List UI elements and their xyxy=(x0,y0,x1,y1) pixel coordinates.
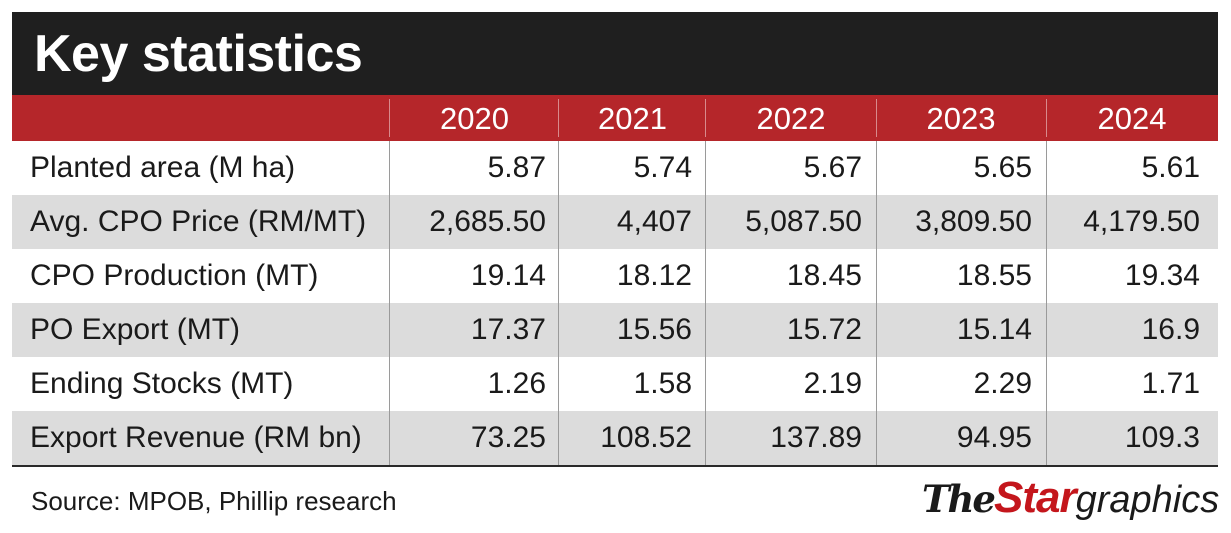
bottom-rule xyxy=(12,465,1218,467)
header-column-divider xyxy=(389,99,390,137)
data-cell: 15.72 xyxy=(786,313,862,346)
table-row: PO Export (MT) 17.37 15.56 15.72 15.14 16.9 xyxy=(12,303,1218,357)
row-label: CPO Production (MT) xyxy=(30,259,319,292)
logo-graphics: graphics xyxy=(1075,479,1220,521)
column-divider xyxy=(558,141,559,465)
header-column-divider xyxy=(876,99,877,137)
column-header-2021: 2021 xyxy=(598,101,667,136)
data-cell: 1.58 xyxy=(633,367,692,400)
data-cell: 1.26 xyxy=(487,367,546,400)
data-cell: 5.87 xyxy=(487,151,546,184)
data-cell: 109.3 xyxy=(1124,421,1200,454)
row-label: Ending Stocks (MT) xyxy=(30,367,294,400)
data-cell: 5.67 xyxy=(803,151,862,184)
row-label: PO Export (MT) xyxy=(30,313,241,346)
data-cell: 1.71 xyxy=(1141,367,1200,400)
data-cell: 137.89 xyxy=(770,421,862,454)
data-cell: 5.74 xyxy=(633,151,692,184)
column-header-2022: 2022 xyxy=(756,101,826,136)
header-column-divider xyxy=(558,99,559,137)
data-cell: 73.25 xyxy=(470,421,546,454)
data-cell: 2.29 xyxy=(973,367,1032,400)
data-cell: 17.37 xyxy=(470,313,546,346)
data-cell: 15.56 xyxy=(616,313,692,346)
data-cell: 108.52 xyxy=(600,421,692,454)
column-header-2020: 2020 xyxy=(440,101,509,136)
table-row: Planted area (M ha) 5.87 5.74 5.67 5.65 5.61 xyxy=(12,141,1218,195)
table-row: Ending Stocks (MT) 1.26 1.58 2.19 2.29 1.71 xyxy=(12,357,1218,411)
column-header-2023: 2023 xyxy=(926,101,996,136)
data-cell: 3,809.50 xyxy=(915,205,1032,238)
header-column-divider xyxy=(705,99,706,137)
data-cell: 4,179.50 xyxy=(1083,205,1200,238)
row-label: Avg. CPO Price (RM/MT) xyxy=(30,205,367,238)
data-cell: 19.14 xyxy=(470,259,546,292)
column-divider xyxy=(389,141,390,465)
data-cell: 5.61 xyxy=(1141,151,1200,184)
data-cell: 19.34 xyxy=(1124,259,1200,292)
data-cell: 16.9 xyxy=(1141,313,1200,346)
data-cell: 18.12 xyxy=(616,259,692,292)
column-divider xyxy=(1046,141,1047,465)
data-cell: 94.95 xyxy=(956,421,1032,454)
header-row: 2020 2021 2022 2023 2024 xyxy=(12,95,1218,141)
logo-the: The xyxy=(922,477,996,521)
data-cell: 5,087.50 xyxy=(745,205,862,238)
header-column-divider xyxy=(1046,99,1047,137)
title-bar: Key statistics xyxy=(12,12,1218,95)
data-cell: 18.45 xyxy=(786,259,862,292)
table-row: Avg. CPO Price (RM/MT) 2,685.50 4,407 5,087… xyxy=(12,195,1218,249)
data-cell: 2.19 xyxy=(803,367,862,400)
data-cell: 4,407 xyxy=(616,205,692,238)
data-cell: 2,685.50 xyxy=(429,205,546,238)
column-divider xyxy=(705,141,706,465)
the-star-graphics-logo: TheStargraphics xyxy=(922,473,1219,523)
column-header-2024: 2024 xyxy=(1097,101,1167,136)
logo-star: Star xyxy=(993,473,1077,522)
data-cell: 15.14 xyxy=(956,313,1032,346)
table-row: Export Revenue (RM bn) 73.25 108.52 137.89 9… xyxy=(12,411,1218,465)
row-label: Export Revenue (RM bn) xyxy=(30,421,362,454)
data-cell: 5.65 xyxy=(973,151,1032,184)
data-cell: 18.55 xyxy=(956,259,1032,292)
column-divider xyxy=(876,141,877,465)
table-row: CPO Production (MT) 19.14 18.12 18.45 18.55 1… xyxy=(12,249,1218,303)
row-label: Planted area (M ha) xyxy=(30,151,296,184)
source-note: Source: MPOB, Phillip research xyxy=(31,486,397,516)
chart-title: Key statistics xyxy=(34,25,363,83)
